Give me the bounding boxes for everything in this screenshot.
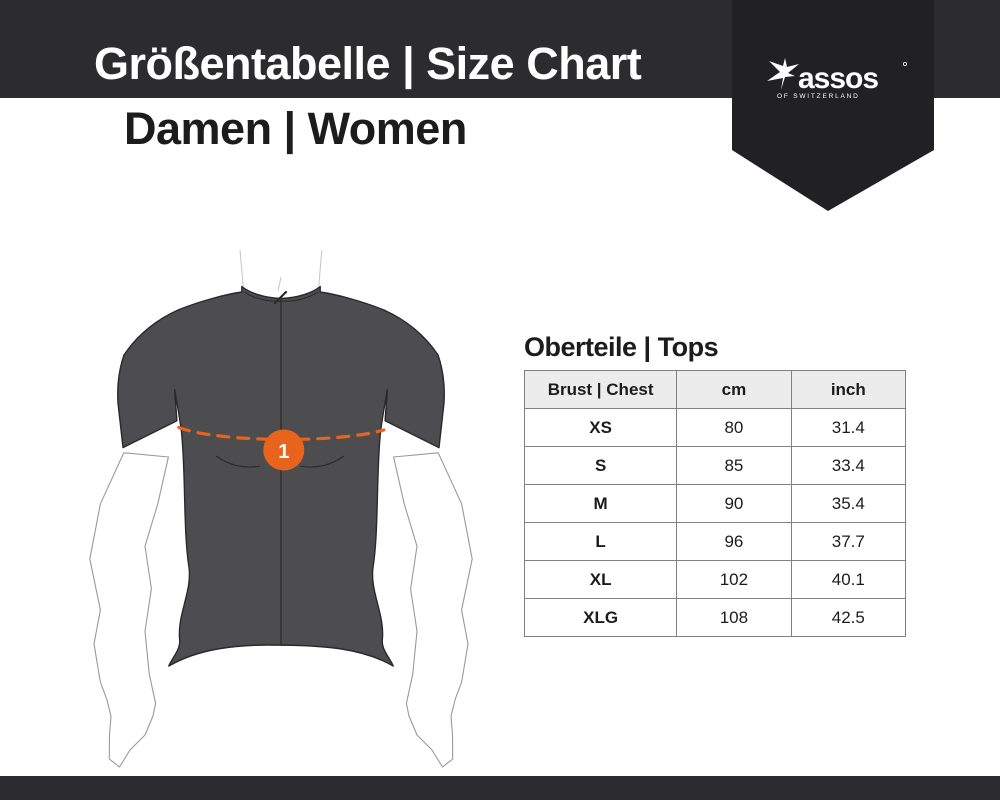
svg-text:assos: assos [798,62,878,95]
svg-text:OF SWITZERLAND: OF SWITZERLAND [777,93,860,100]
